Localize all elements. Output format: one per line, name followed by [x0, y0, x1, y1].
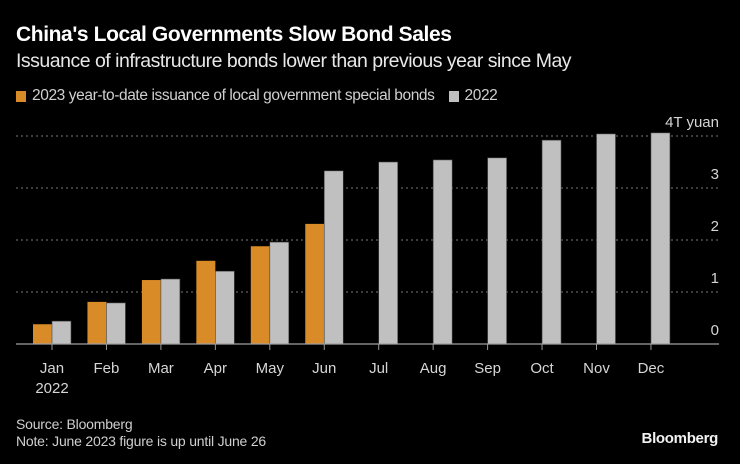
bar-2023-mar [141, 280, 161, 344]
bar-2023-may [250, 246, 270, 344]
bar-2022-dec [650, 132, 671, 345]
legend-swatch-2023 [16, 90, 26, 102]
bloomberg-logo: Bloomberg [641, 430, 719, 447]
x-tick-sublabel: 2022 [35, 380, 68, 397]
x-tick-label: Sep [474, 360, 501, 377]
bar-2022-may [269, 241, 290, 345]
x-tick-label: Nov [583, 360, 610, 377]
y-tick-label: 3 [711, 166, 719, 183]
bar-2022-jan [51, 320, 72, 345]
source-text: Source: Bloomberg [16, 416, 133, 432]
bar-2022-jun [323, 170, 344, 345]
legend-swatch-2022 [448, 90, 459, 102]
legend: 2023 year-to-date issuance of local gove… [16, 87, 511, 105]
bar-2022-oct [541, 139, 562, 345]
x-tick-label: Apr [204, 360, 227, 377]
source-note: Source: Bloomberg Note: June 2023 figure… [16, 416, 266, 450]
bar-2022-mar [160, 278, 181, 345]
x-tick-label: Mar [148, 360, 174, 377]
bar-2022-jul [378, 161, 399, 345]
x-tick-label: May [256, 360, 285, 377]
bar-2023-jan [33, 324, 52, 344]
x-tick-label: Aug [420, 360, 447, 377]
y-tick-label: 2 [711, 218, 719, 235]
bar-2022-nov [596, 133, 616, 345]
y-tick-label: 0 [711, 322, 719, 339]
x-tick-label: Jun [312, 360, 336, 377]
legend-label-2022: 2022 [464, 87, 498, 104]
legend-label-2023: 2023 year-to-date issuance of local gove… [32, 87, 435, 104]
chart-title: China's Local Governments Slow Bond Sale… [16, 23, 452, 46]
legend-item-2022: 2022 [448, 87, 498, 105]
x-tick-label: Jan [40, 360, 64, 377]
x-tick-label: Jul [369, 360, 388, 377]
x-tick-label: Dec [638, 360, 665, 377]
chart-subtitle: Issuance of infrastructure bonds lower t… [16, 50, 572, 72]
x-tick-label: Feb [94, 360, 120, 377]
bar-2023-feb [87, 301, 107, 344]
bar-2022-sep [487, 157, 507, 345]
bar-2022-feb [106, 302, 126, 345]
bar-2022-apr [215, 270, 235, 345]
x-tick-label: Oct [530, 360, 554, 377]
legend-item-2023: 2023 year-to-date issuance of local gove… [16, 87, 435, 105]
bar-2022-aug [432, 159, 453, 345]
y-tick-label: 1 [711, 270, 719, 287]
note-text: Note: June 2023 figure is up until June … [16, 433, 266, 449]
y-tick-label: 4T yuan [665, 114, 719, 131]
bar-2023-apr [196, 260, 216, 344]
bar-2023-jun [305, 223, 325, 344]
